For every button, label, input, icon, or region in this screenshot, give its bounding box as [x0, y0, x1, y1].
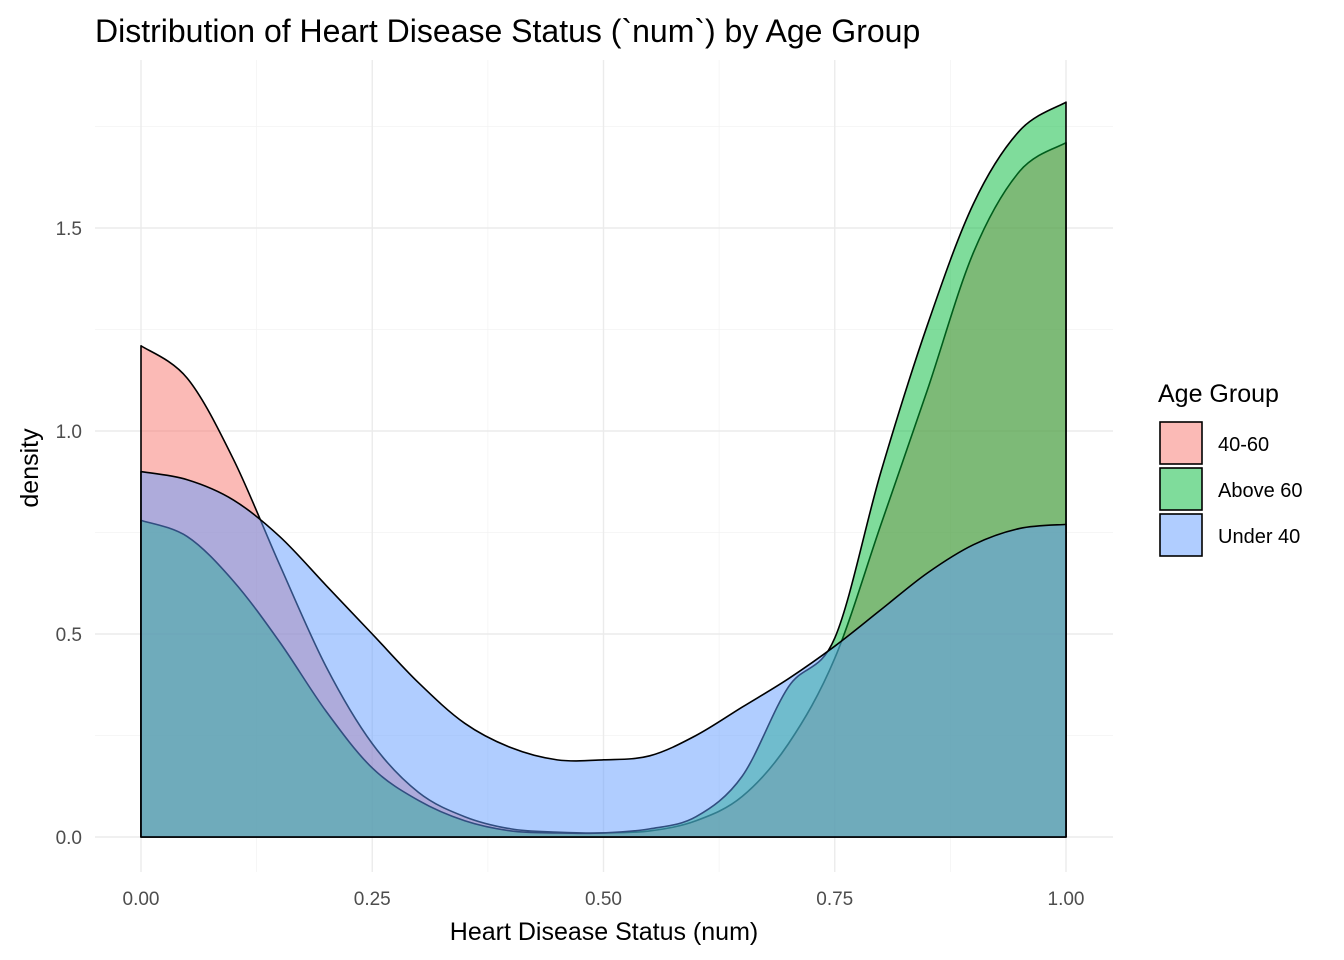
y-tick-label: 0.0 — [56, 828, 82, 849]
x-axis-ticks: 0.00 0.25 0.50 0.75 1.00 — [123, 889, 1085, 910]
density-areas — [140, 101, 1067, 838]
y-tick-label: 1.0 — [56, 422, 82, 443]
x-axis-label: Heart Disease Status (num) — [450, 918, 758, 946]
x-tick-label: 0.75 — [816, 889, 853, 910]
legend-label-40-60: 40-60 — [1218, 434, 1269, 456]
x-tick-label: 0.25 — [354, 889, 391, 910]
legend-label-under-40: Under 40 — [1218, 526, 1300, 548]
legend-key-40-60 — [1159, 421, 1203, 465]
density-area-under-40 — [140, 470, 1067, 838]
x-tick-label: 0.00 — [123, 889, 160, 910]
y-tick-label: 1.5 — [56, 219, 82, 240]
y-axis-label: density — [16, 428, 44, 508]
legend-title: Age Group — [1158, 380, 1279, 408]
chart-title: Distribution of Heart Disease Status (`n… — [95, 13, 920, 49]
legend-key-above-60 — [1159, 467, 1203, 511]
y-tick-label: 0.5 — [56, 625, 82, 646]
legend: Age Group 40-60 Above 60 Under 40 — [1158, 380, 1303, 557]
x-tick-label: 1.00 — [1048, 889, 1085, 910]
x-tick-label: 0.50 — [585, 889, 622, 910]
legend-label-above-60: Above 60 — [1218, 480, 1303, 502]
y-axis-ticks: 0.0 0.5 1.0 1.5 — [56, 219, 82, 849]
legend-key-under-40 — [1159, 513, 1203, 557]
